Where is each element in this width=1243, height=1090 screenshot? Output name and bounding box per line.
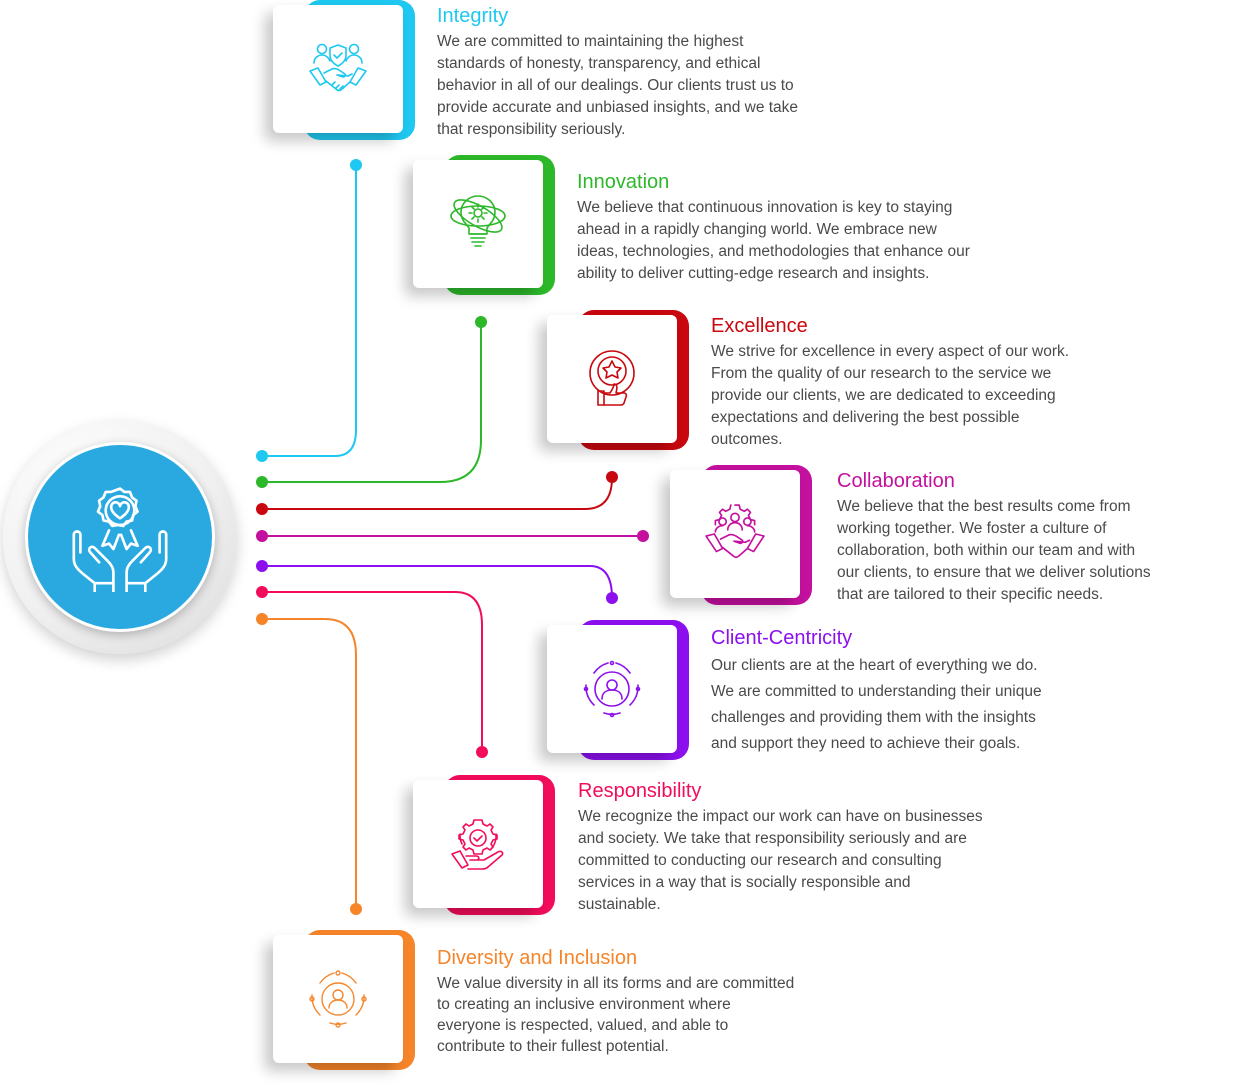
connector-start-dot: [256, 503, 268, 515]
value-integrity: Integrity We are committed to maintainin…: [437, 4, 857, 141]
connector-start-dot: [256, 476, 268, 488]
desc-line: ability to deliver cutting-edge research…: [577, 265, 930, 282]
connector-integrity: [256, 159, 362, 462]
star-medal-thumb-icon: [589, 350, 635, 406]
connector-line: [262, 477, 613, 510]
connector-end-dot: [475, 316, 487, 328]
card-face: [273, 5, 403, 133]
connector-end-dot: [606, 471, 618, 483]
desc-line: ideas, technologies, and methodologies t…: [577, 243, 970, 260]
desc-line: committed to conducting our research and…: [578, 852, 942, 869]
value-collaboration: Collaboration We believe that the best r…: [837, 469, 1237, 606]
connector-responsibility: [256, 586, 488, 758]
connector-line: [262, 565, 613, 599]
value-client-centricity: Client-Centricity Our clients are at the…: [711, 626, 1131, 757]
value-title: Integrity: [437, 5, 509, 27]
hub-badge: [25, 442, 215, 632]
desc-line: provide accurate and unbiased insights, …: [437, 99, 799, 116]
desc-line: and support they need to achieve their g…: [711, 735, 1021, 752]
desc-line: standards of honesty, transparency, and …: [437, 55, 761, 72]
connector-collaboration: [256, 530, 649, 542]
card-face: [670, 470, 800, 598]
gear-bulb-atom-icon: [450, 195, 506, 247]
desc-line: everyone is respected, valued, and able …: [437, 1017, 729, 1034]
connector-diversity: [256, 613, 362, 915]
value-responsibility: Responsibility We recognize the impact o…: [578, 779, 1038, 916]
desc-line: ahead in a rapidly changing world. We em…: [577, 221, 937, 238]
desc-line: We strive for excellence in every aspect…: [711, 343, 1070, 360]
desc-line: contribute to their fullest potential.: [437, 1038, 669, 1055]
connector-end-dot: [350, 159, 362, 171]
connector-start-dot: [256, 613, 268, 625]
desc-line: that responsibility seriously.: [437, 121, 626, 138]
connector-line: [262, 165, 357, 457]
value-description: We recognize the impact our work can hav…: [578, 806, 1038, 916]
connector-line: [262, 591, 483, 752]
desc-line: expectations and delivering the best pos…: [711, 409, 1020, 426]
connector-end-dot: [350, 903, 362, 915]
value-title: Excellence: [711, 315, 808, 337]
card-face: [547, 315, 677, 443]
value-title: Innovation: [577, 171, 670, 193]
desc-line: We recognize the impact our work can hav…: [578, 808, 983, 825]
hand-gear-check-icon: [451, 819, 504, 870]
desc-line: We believe that the best results come fr…: [837, 498, 1131, 515]
value-title: Collaboration: [837, 470, 955, 492]
person-circle-dots-icon: [309, 970, 367, 1028]
connector-excellence: [256, 471, 618, 515]
desc-line: outcomes.: [711, 431, 783, 448]
handshake-shield-icon: [309, 43, 367, 92]
value-description: We value diversity in all its forms and …: [437, 973, 857, 1057]
value-diversity: Diversity and Inclusion We value diversi…: [437, 946, 857, 1057]
connector-end-dot: [606, 592, 618, 604]
hands-award-heart-icon: [72, 487, 168, 592]
desc-line: collaboration, both within our team and …: [837, 542, 1136, 559]
connector-client-centricity: [256, 560, 618, 604]
connector-start-dot: [256, 530, 268, 542]
desc-line: services in a way that is socially respo…: [578, 874, 911, 891]
desc-line: Our clients are at the heart of everythi…: [711, 657, 1038, 674]
connector-end-dot: [637, 530, 649, 542]
desc-line: sustainable.: [578, 896, 661, 913]
connector-line: [262, 618, 357, 909]
desc-line: behavior in all of our dealings. Our cli…: [437, 77, 794, 94]
value-description: We strive for excellence in every aspect…: [711, 341, 1131, 451]
desc-line: our clients, to ensure that we deliver s…: [837, 564, 1151, 581]
connector-start-dot: [256, 560, 268, 572]
team-gear-handshake-icon: [705, 504, 765, 559]
card-face: [413, 780, 543, 908]
desc-line: that are tailored to their specific need…: [837, 586, 1104, 603]
value-title: Diversity and Inclusion: [437, 947, 638, 969]
desc-line: and society. We take that responsibility…: [578, 830, 967, 847]
desc-line: provide our clients, we are dedicated to…: [711, 387, 1056, 404]
desc-line: to creating an inclusive environment whe…: [437, 996, 731, 1013]
desc-line: We believe that continuous innovation is…: [577, 199, 953, 216]
desc-line: We are committed to maintaining the high…: [437, 33, 744, 50]
connector-start-dot: [256, 450, 268, 462]
value-title: Client-Centricity: [711, 627, 853, 649]
card-face: [413, 160, 543, 288]
value-excellence: Excellence We strive for excellence in e…: [711, 314, 1131, 451]
desc-line: challenges and providing them with the i…: [711, 709, 1036, 726]
client-target-icon: [583, 660, 641, 718]
connector-start-dot: [256, 586, 268, 598]
connector-innovation: [256, 316, 487, 488]
value-description: Our clients are at the heart of everythi…: [711, 653, 1131, 757]
desc-line: working together. We foster a culture of: [837, 520, 1107, 537]
desc-line: We are committed to understanding their …: [711, 683, 1042, 700]
value-description: We believe that continuous innovation is…: [577, 197, 1027, 285]
card-face: [547, 625, 677, 753]
card-face: [273, 935, 403, 1063]
value-description: We believe that the best results come fr…: [837, 496, 1237, 606]
connector-end-dot: [476, 746, 488, 758]
value-title: Responsibility: [578, 780, 702, 802]
central-hub: [3, 420, 237, 654]
value-description: We are committed to maintaining the high…: [437, 31, 857, 141]
value-innovation: Innovation We believe that continuous in…: [577, 170, 1027, 285]
connector-line: [262, 322, 482, 483]
desc-line: We value diversity in all its forms and …: [437, 975, 795, 992]
desc-line: From the quality of our research to the …: [711, 365, 1052, 382]
